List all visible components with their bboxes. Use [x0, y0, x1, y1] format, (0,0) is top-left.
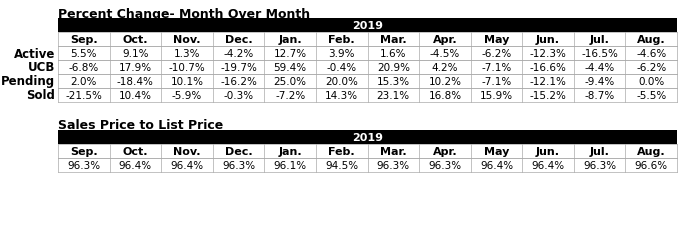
Text: -12.3%: -12.3% — [530, 49, 567, 59]
Text: -16.5%: -16.5% — [581, 49, 618, 59]
Text: -7.1%: -7.1% — [481, 63, 512, 73]
Text: -16.6%: -16.6% — [530, 63, 567, 73]
Text: 96.3%: 96.3% — [376, 160, 410, 170]
Text: Jul.: Jul. — [590, 146, 610, 156]
Text: 16.8%: 16.8% — [428, 91, 462, 101]
Text: May: May — [484, 35, 509, 45]
Text: 96.4%: 96.4% — [531, 160, 565, 170]
Text: -0.4%: -0.4% — [327, 63, 357, 73]
Text: 5.5%: 5.5% — [70, 49, 97, 59]
Text: 14.3%: 14.3% — [325, 91, 358, 101]
Text: 96.3%: 96.3% — [68, 160, 100, 170]
Text: -21.5%: -21.5% — [65, 91, 102, 101]
Text: Pending: Pending — [1, 75, 55, 88]
Text: -7.2%: -7.2% — [275, 91, 306, 101]
Text: Aug.: Aug. — [637, 146, 666, 156]
Text: Dec.: Dec. — [225, 146, 252, 156]
Bar — [58, 130, 677, 144]
Text: -6.2%: -6.2% — [481, 49, 512, 59]
Text: 1.3%: 1.3% — [174, 49, 201, 59]
Text: Feb.: Feb. — [329, 146, 355, 156]
Text: -7.1%: -7.1% — [481, 77, 512, 87]
Text: Percent Change- Month Over Month: Percent Change- Month Over Month — [58, 8, 310, 21]
Text: 25.0%: 25.0% — [273, 77, 307, 87]
Text: 96.4%: 96.4% — [480, 160, 513, 170]
Text: 4.2%: 4.2% — [432, 63, 458, 73]
Text: Sold: Sold — [26, 89, 55, 102]
Text: 96.4%: 96.4% — [170, 160, 203, 170]
Text: 3.9%: 3.9% — [329, 49, 355, 59]
Text: Jan.: Jan. — [278, 35, 302, 45]
Text: 0.0%: 0.0% — [638, 77, 664, 87]
Text: 17.9%: 17.9% — [119, 63, 152, 73]
Text: 2019: 2019 — [352, 21, 383, 31]
Text: 96.4%: 96.4% — [119, 160, 152, 170]
Text: 20.9%: 20.9% — [376, 63, 410, 73]
Text: 15.3%: 15.3% — [376, 77, 410, 87]
Text: Jun.: Jun. — [536, 146, 560, 156]
Text: Dec.: Dec. — [225, 35, 252, 45]
Text: -4.5%: -4.5% — [430, 49, 460, 59]
Text: 23.1%: 23.1% — [376, 91, 410, 101]
Text: 9.1%: 9.1% — [122, 49, 149, 59]
Text: 96.3%: 96.3% — [583, 160, 617, 170]
Text: UCB: UCB — [28, 61, 55, 74]
Text: Jul.: Jul. — [590, 35, 610, 45]
Text: Aug.: Aug. — [637, 35, 666, 45]
Text: 96.3%: 96.3% — [428, 160, 462, 170]
Text: -4.4%: -4.4% — [584, 63, 614, 73]
Text: Apr.: Apr. — [432, 146, 457, 156]
Text: Jan.: Jan. — [278, 146, 302, 156]
Text: Feb.: Feb. — [329, 35, 355, 45]
Text: 59.4%: 59.4% — [273, 63, 307, 73]
Text: 2019: 2019 — [352, 132, 383, 142]
Text: -18.4%: -18.4% — [117, 77, 154, 87]
Text: 1.6%: 1.6% — [380, 49, 406, 59]
Bar — [58, 144, 677, 158]
Text: -9.4%: -9.4% — [584, 77, 614, 87]
Text: 96.3%: 96.3% — [222, 160, 255, 170]
Text: -6.8%: -6.8% — [69, 63, 99, 73]
Text: -19.7%: -19.7% — [220, 63, 257, 73]
Text: 12.7%: 12.7% — [273, 49, 307, 59]
Text: Nov.: Nov. — [173, 35, 201, 45]
Text: Apr.: Apr. — [432, 35, 457, 45]
Text: -8.7%: -8.7% — [584, 91, 614, 101]
Text: Mar.: Mar. — [380, 146, 406, 156]
Text: -5.9%: -5.9% — [172, 91, 202, 101]
Text: 10.4%: 10.4% — [119, 91, 152, 101]
Text: Nov.: Nov. — [173, 146, 201, 156]
Text: -15.2%: -15.2% — [530, 91, 567, 101]
Text: -4.2%: -4.2% — [224, 49, 254, 59]
Text: May: May — [484, 146, 509, 156]
Text: -0.3%: -0.3% — [224, 91, 254, 101]
Bar — [58, 19, 677, 33]
Text: -4.6%: -4.6% — [636, 49, 666, 59]
Text: -16.2%: -16.2% — [220, 77, 257, 87]
Text: 94.5%: 94.5% — [325, 160, 358, 170]
Bar — [58, 33, 677, 47]
Text: Jun.: Jun. — [536, 35, 560, 45]
Text: Sep.: Sep. — [70, 146, 98, 156]
Text: Oct.: Oct. — [123, 35, 148, 45]
Text: 20.0%: 20.0% — [325, 77, 358, 87]
Text: 10.1%: 10.1% — [170, 77, 203, 87]
Text: -5.5%: -5.5% — [636, 91, 666, 101]
Text: Sep.: Sep. — [70, 35, 98, 45]
Text: 96.6%: 96.6% — [635, 160, 668, 170]
Text: -6.2%: -6.2% — [636, 63, 666, 73]
Text: 96.1%: 96.1% — [273, 160, 307, 170]
Text: Mar.: Mar. — [380, 35, 406, 45]
Text: Sales Price to List Price: Sales Price to List Price — [58, 118, 223, 132]
Text: Active: Active — [14, 47, 55, 60]
Text: 2.0%: 2.0% — [71, 77, 97, 87]
Text: -10.7%: -10.7% — [168, 63, 205, 73]
Text: 10.2%: 10.2% — [428, 77, 462, 87]
Text: 15.9%: 15.9% — [480, 91, 513, 101]
Text: -12.1%: -12.1% — [530, 77, 567, 87]
Text: Oct.: Oct. — [123, 146, 148, 156]
